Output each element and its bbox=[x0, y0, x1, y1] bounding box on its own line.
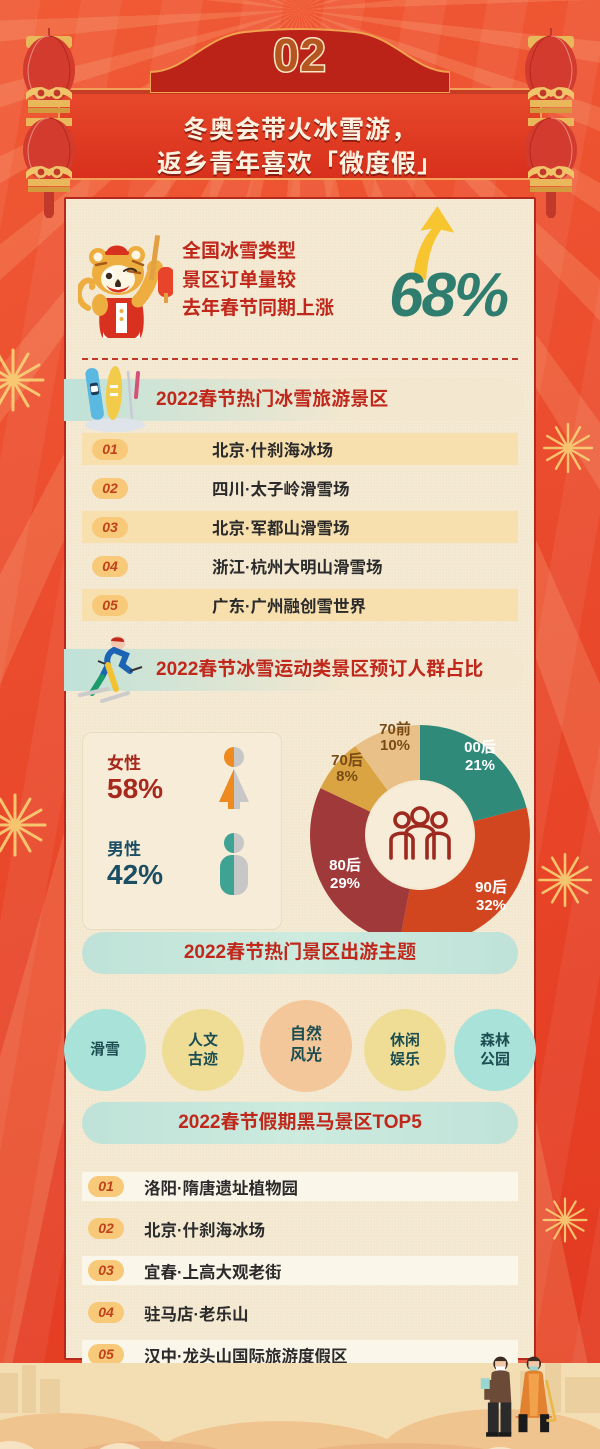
svg-text:32%: 32% bbox=[476, 897, 506, 914]
svg-text:00后: 00后 bbox=[464, 739, 496, 756]
svg-text:70后: 70后 bbox=[331, 752, 363, 769]
svg-text:90后: 90后 bbox=[475, 879, 507, 896]
svg-text:21%: 21% bbox=[465, 757, 495, 774]
svg-text:10%: 10% bbox=[380, 737, 410, 754]
svg-text:70前: 70前 bbox=[379, 720, 411, 738]
svg-text:80后: 80后 bbox=[329, 857, 361, 874]
svg-text:29%: 29% bbox=[330, 875, 360, 892]
svg-text:8%: 8% bbox=[336, 768, 358, 785]
